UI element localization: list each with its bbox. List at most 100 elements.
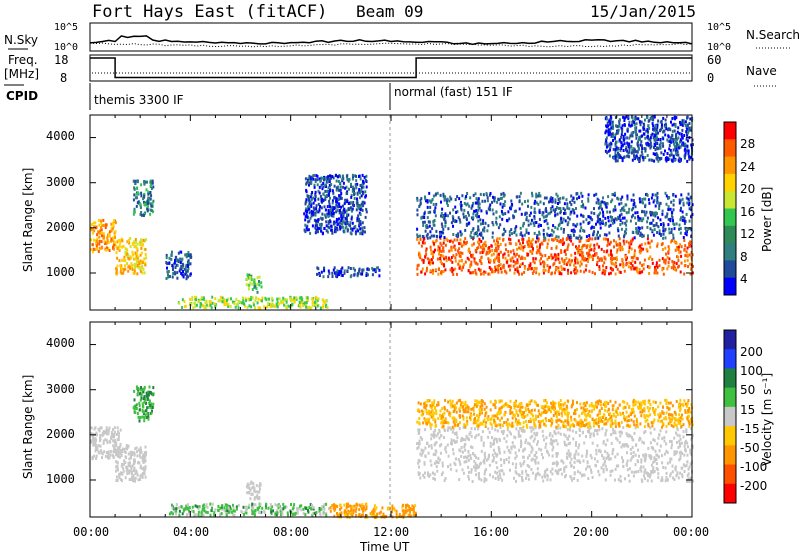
search-noise-line (89, 42, 693, 48)
echo-cell (168, 261, 171, 265)
echo-cell (439, 232, 442, 236)
echo-cell (139, 261, 142, 265)
echo-cell (445, 259, 448, 263)
echo-cell (658, 232, 661, 236)
echo-cell (345, 185, 348, 189)
echo-cell (573, 460, 576, 464)
echo-cell (450, 266, 453, 270)
echo-cell (647, 130, 649, 134)
echo-cell (317, 218, 320, 222)
echo-cell (148, 196, 151, 200)
echo-cell (249, 497, 252, 501)
echo-cell (557, 255, 560, 259)
echo-cell (187, 261, 190, 264)
echo-cell (673, 142, 676, 146)
echo-cell (337, 197, 340, 201)
echo-cell (296, 509, 299, 513)
echo-cell (269, 304, 272, 308)
echo-cell (93, 225, 96, 229)
echo-cell (135, 446, 138, 450)
echo-cell (142, 397, 145, 401)
echo-cell (605, 136, 608, 140)
echo-cell (360, 206, 363, 210)
echo-cell (649, 136, 652, 139)
echo-cell (265, 506, 267, 510)
echo-cell (108, 249, 111, 252)
echo-cell (444, 268, 447, 272)
echo-cell (617, 229, 620, 233)
echo-cell (672, 154, 675, 158)
echo-cell (612, 147, 615, 151)
echo-cell (634, 211, 637, 215)
echo-cell (656, 242, 659, 246)
echo-cell (493, 270, 496, 274)
echo-cell (443, 238, 446, 242)
echo-cell (628, 207, 631, 211)
echo-cell (564, 208, 566, 212)
echo-cell (309, 503, 312, 507)
echo-cell (172, 507, 175, 511)
echo-cell (464, 455, 467, 459)
echo-cell (582, 254, 585, 258)
echo-cell (417, 263, 420, 267)
echo-cell (679, 145, 682, 149)
echo-cell (329, 509, 332, 513)
nave-tick-top: 60 (707, 53, 721, 67)
echo-cell (607, 124, 610, 128)
echo-cell (646, 154, 649, 157)
echo-cell (478, 215, 480, 219)
echo-cell (539, 194, 542, 198)
echo-cell (427, 261, 430, 265)
echo-cell (426, 236, 429, 240)
echo-cell (338, 225, 341, 229)
echo-cell (102, 218, 105, 222)
echo-cell (142, 267, 145, 271)
echo-cell (618, 270, 621, 274)
echo-cell (469, 251, 471, 254)
echo-cell (495, 249, 498, 253)
echo-cell (561, 259, 564, 263)
echo-cell (340, 192, 343, 195)
echo-cell (138, 404, 141, 408)
echo-cell (294, 511, 297, 515)
echo-cell (329, 196, 331, 200)
echo-cell (426, 216, 429, 220)
echo-cell (217, 508, 220, 512)
echo-cell (484, 240, 487, 244)
echo-cell (274, 304, 277, 308)
echo-cell (113, 430, 116, 434)
echo-cell (319, 194, 322, 198)
echo-cell (308, 183, 310, 187)
echo-cell (336, 223, 339, 227)
echo-cell (669, 472, 672, 476)
echo-cell (123, 255, 126, 259)
echo-cell (188, 262, 191, 266)
echo-cell (570, 235, 572, 239)
echo-cell (418, 251, 421, 255)
echo-cell (557, 252, 560, 256)
echo-cell (127, 256, 130, 260)
echo-cell (531, 471, 534, 475)
echo-cell (651, 122, 654, 126)
echo-cell (619, 263, 622, 267)
echo-cell (529, 222, 532, 226)
echo-cell (628, 136, 631, 140)
echo-cell (233, 513, 236, 517)
echo-cell (597, 216, 600, 220)
echo-cell (176, 263, 179, 267)
echo-cell (107, 247, 110, 250)
echo-cell (145, 188, 148, 192)
echo-cell (679, 231, 682, 235)
echo-cell (654, 204, 657, 208)
echo-cell (513, 209, 516, 213)
echo-cell (683, 134, 686, 137)
echo-cell (475, 197, 478, 201)
echo-cell (527, 204, 529, 208)
echo-cell (634, 150, 637, 154)
echo-cell (366, 267, 369, 271)
echo-cell (640, 150, 643, 154)
echo-cell (680, 143, 683, 147)
echo-cell (447, 214, 449, 218)
echo-cell (324, 197, 327, 201)
echo-cell (617, 234, 620, 238)
